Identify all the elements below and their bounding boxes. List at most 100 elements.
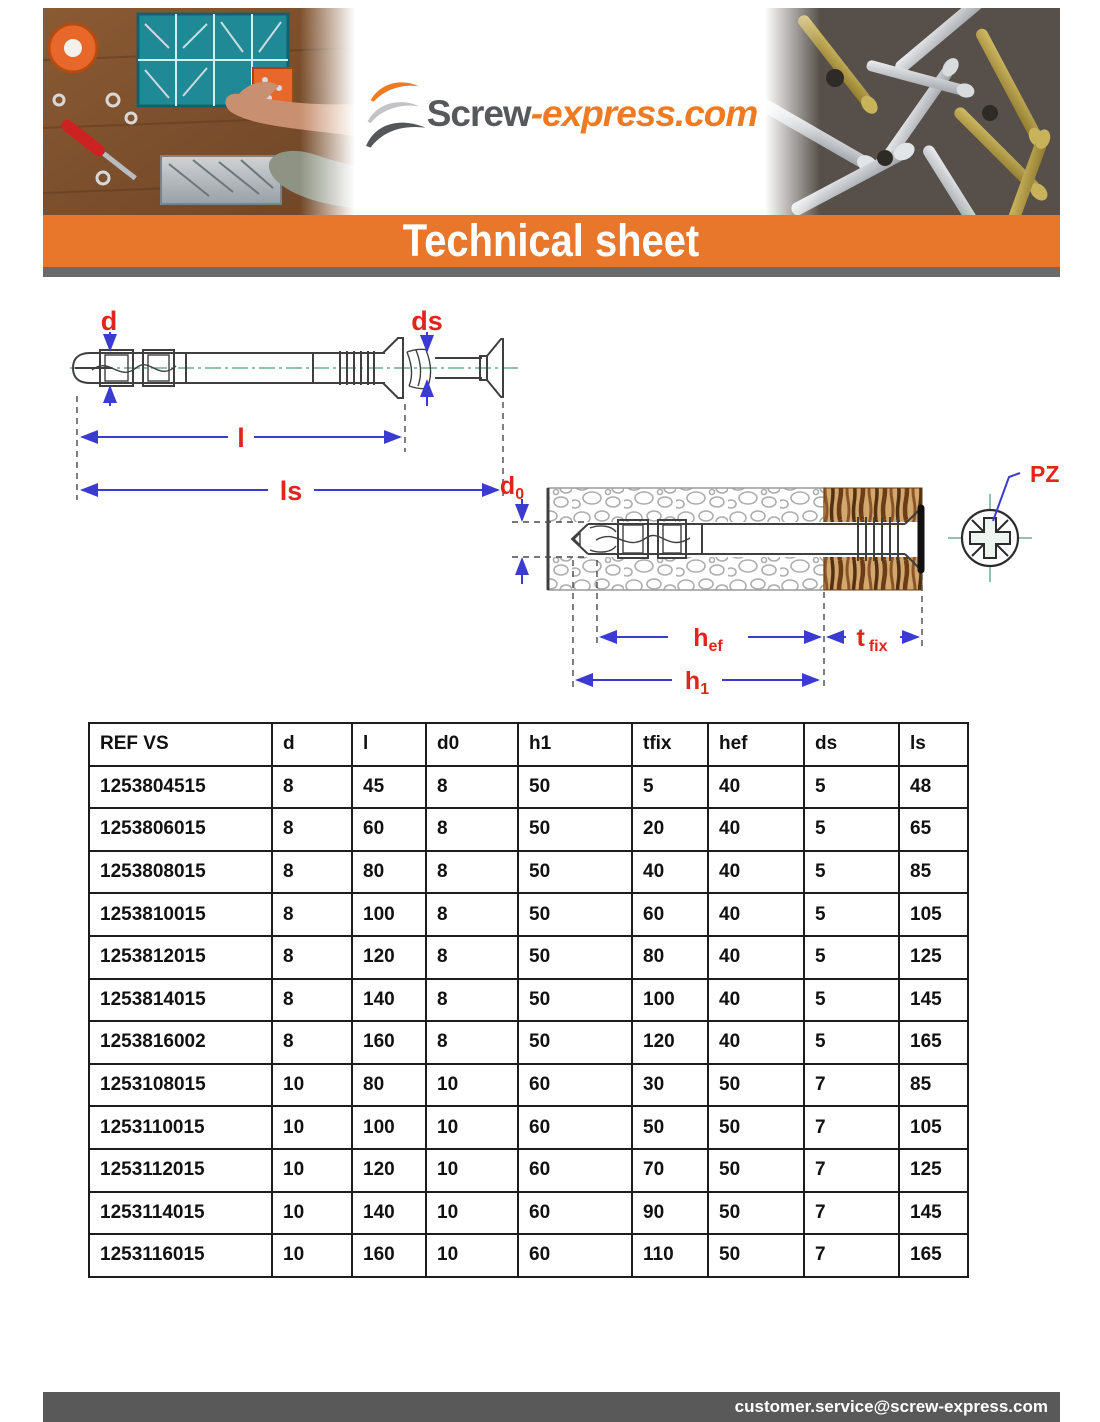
page: Screw -express.com — [43, 8, 1060, 1278]
table-cell: 8 — [425, 892, 519, 937]
table-cell: 1253116015 — [88, 1233, 273, 1278]
dim-label-d0: d0 — [500, 472, 524, 503]
table-cell: 40 — [707, 1020, 805, 1065]
table-cell: 60 — [517, 1233, 633, 1278]
table-cell: 10 — [425, 1105, 519, 1150]
table-cell: 10 — [271, 1190, 353, 1236]
table-cell: 50 — [517, 849, 633, 895]
table-row: 1253810015 8 100 8 50 60 40 5 105 — [88, 892, 969, 937]
table-cell: 5 — [803, 764, 900, 810]
right-header-photo — [765, 8, 1060, 215]
table-cell: 50 — [517, 977, 633, 1023]
pozidriv-head-icon: PZ — [948, 461, 1059, 582]
table-cell: 40 — [631, 849, 709, 895]
table-cell: 50 — [707, 1233, 805, 1278]
table-cell: 105 — [898, 1105, 969, 1150]
table-cell: 40 — [707, 977, 805, 1023]
table-cell: 120 — [351, 934, 427, 980]
table-cell: 7 — [803, 1233, 900, 1278]
table-cell: 90 — [631, 1190, 709, 1236]
left-header-photo — [43, 8, 355, 215]
table-cell: 10 — [425, 1233, 519, 1278]
table-cell: 10 — [271, 1233, 353, 1278]
table-cell: 60 — [517, 1147, 633, 1193]
header-cell: hef — [707, 722, 805, 767]
table-cell: 140 — [351, 977, 427, 1023]
table-cell: 1253812015 — [88, 934, 273, 980]
table-cell: 8 — [425, 849, 519, 895]
table-cell: 1253804515 — [88, 764, 273, 810]
table-row: 1253112015 10 120 10 60 70 50 7 125 — [88, 1147, 969, 1193]
table-cell: 8 — [425, 934, 519, 980]
table-cell: 8 — [271, 892, 353, 937]
table-cell: 10 — [425, 1147, 519, 1193]
table-cell: 8 — [425, 1020, 519, 1065]
title-banner: Technical sheet — [43, 215, 1060, 267]
dim-label-l: l — [237, 423, 245, 453]
table-cell: 125 — [898, 934, 969, 980]
table-cell: 50 — [517, 1020, 633, 1065]
technical-diagrams: d ds l ls — [70, 306, 1059, 698]
table-cell: 60 — [517, 1105, 633, 1150]
header-cell: l — [351, 722, 427, 767]
header-logo-panel: Screw -express.com — [355, 8, 765, 215]
table-cell: 1253108015 — [88, 1062, 273, 1108]
table-cell: 45 — [351, 764, 427, 810]
table-cell: 145 — [898, 1190, 969, 1236]
table-cell: 165 — [898, 1020, 969, 1065]
table-cell: 160 — [351, 1233, 427, 1278]
header-cell: d0 — [425, 722, 519, 767]
table-cell: 50 — [517, 892, 633, 937]
header-cell: REF VS — [88, 722, 273, 767]
table-cell: 5 — [803, 934, 900, 980]
footer-email: customer.service@screw-express.com — [734, 1397, 1048, 1416]
table-head-row: REF VS d l d0 h1 tfix hef ds ls — [88, 722, 969, 767]
table-cell: 5 — [803, 892, 900, 937]
logo-swoosh-icon — [365, 82, 426, 148]
table-cell: 60 — [631, 892, 709, 937]
table-cell: 125 — [898, 1147, 969, 1193]
table-cell: 60 — [517, 1062, 633, 1108]
table-cell: 60 — [517, 1190, 633, 1236]
table-cell: 1253814015 — [88, 977, 273, 1023]
table-cell: 1253110015 — [88, 1105, 273, 1150]
table-cell: 50 — [707, 1147, 805, 1193]
table-row: 1253806015 8 60 8 50 20 40 5 65 — [88, 807, 969, 852]
table-row: 1253108015 10 80 10 60 30 50 7 85 — [88, 1062, 969, 1108]
header-cell: tfix — [631, 722, 709, 767]
dim-label-ds: ds — [411, 306, 443, 336]
table-cell: 120 — [631, 1020, 709, 1065]
table-cell: 10 — [425, 1062, 519, 1108]
table-cell: 8 — [271, 977, 353, 1023]
header-cell: ds — [803, 722, 900, 767]
table-row: 1253804515 8 45 8 50 5 40 5 48 — [88, 764, 969, 810]
table-cell: 8 — [271, 764, 353, 810]
table-body: 1253804515 8 45 8 50 5 40 5 48 1253806015 8 60 8 50 20… — [88, 764, 969, 1278]
table-cell: 40 — [707, 764, 805, 810]
table-cell: 10 — [271, 1147, 353, 1193]
table-cell: 160 — [351, 1020, 427, 1065]
photo-fade — [765, 8, 820, 215]
dimensions-table: REF VS d l d0 h1 tfix hef ds ls 1253804515 8 45 8 50… — [88, 722, 969, 1278]
table-cell: 30 — [631, 1062, 709, 1108]
table-cell: 40 — [707, 849, 805, 895]
table-cell: 165 — [898, 1233, 969, 1278]
table-cell: 85 — [898, 849, 969, 895]
table-cell: 40 — [707, 892, 805, 937]
table-cell: 100 — [631, 977, 709, 1023]
page-title: Technical sheet — [403, 215, 700, 266]
header-cell: h1 — [517, 722, 633, 767]
dim-label-tfix: t fix — [857, 624, 888, 655]
table-cell: 50 — [517, 807, 633, 852]
logo-text-dark: Screw — [426, 93, 532, 134]
table-cell: 7 — [803, 1105, 900, 1150]
dim-label-h1: h1 — [685, 667, 709, 698]
table-cell: 60 — [351, 807, 427, 852]
table-cell: 1253808015 — [88, 849, 273, 895]
table-cell: 1253806015 — [88, 807, 273, 852]
table-cell: 65 — [898, 807, 969, 852]
table-cell: 1253810015 — [88, 892, 273, 937]
table-cell: 1253114015 — [88, 1190, 273, 1236]
table-cell: 70 — [631, 1147, 709, 1193]
table-cell: 1253816002 — [88, 1020, 273, 1065]
